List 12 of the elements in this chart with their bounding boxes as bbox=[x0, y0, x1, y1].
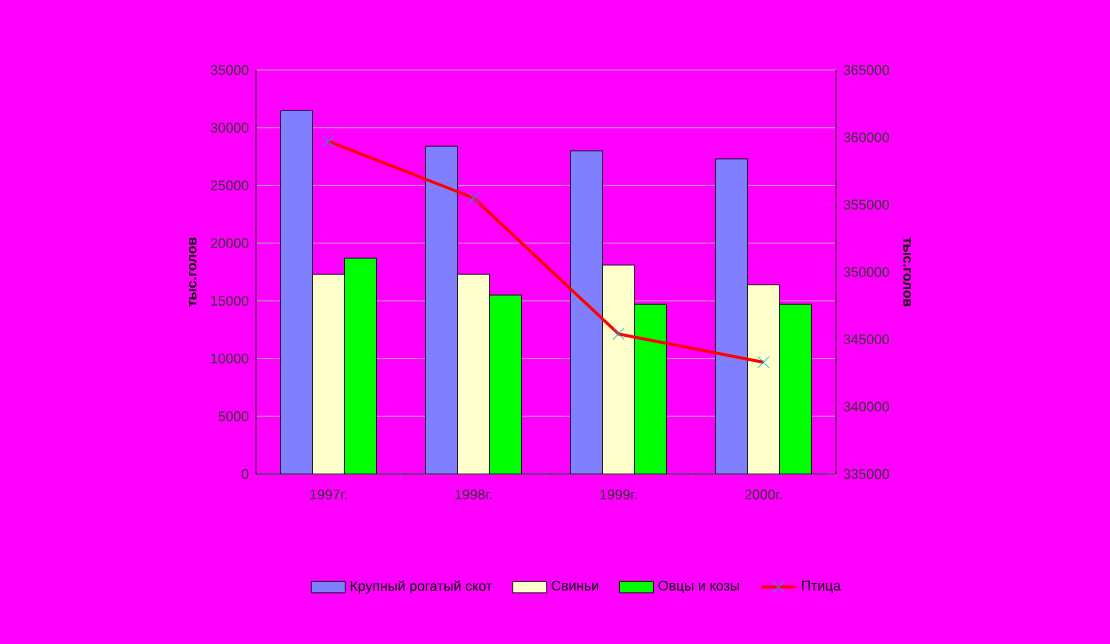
bar bbox=[779, 303, 812, 474]
bar bbox=[280, 110, 313, 474]
bar bbox=[457, 274, 490, 474]
bar bbox=[489, 295, 522, 474]
bar bbox=[312, 274, 345, 474]
bar bbox=[425, 146, 458, 474]
bar bbox=[634, 304, 667, 474]
bar bbox=[715, 158, 748, 474]
bar bbox=[747, 284, 780, 474]
bar bbox=[602, 265, 635, 474]
bar bbox=[344, 258, 377, 474]
bar bbox=[570, 150, 603, 474]
